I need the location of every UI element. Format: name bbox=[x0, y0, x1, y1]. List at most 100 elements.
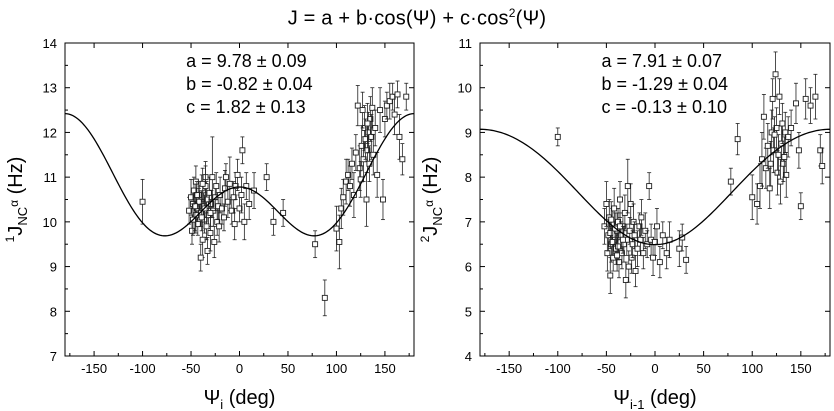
data-point bbox=[802, 78, 809, 120]
data-point bbox=[771, 116, 778, 153]
point-marker bbox=[349, 160, 355, 167]
data-point bbox=[377, 87, 384, 133]
point-marker bbox=[656, 259, 663, 266]
point-marker bbox=[213, 183, 220, 190]
data-point bbox=[774, 149, 781, 196]
data-point bbox=[336, 214, 343, 270]
data-point bbox=[231, 208, 238, 241]
data-point bbox=[139, 178, 146, 225]
data-point bbox=[386, 82, 393, 120]
data-point bbox=[781, 136, 788, 178]
y-tick-label: 10 bbox=[43, 215, 57, 230]
y-tick-label: 13 bbox=[43, 81, 57, 96]
data-point bbox=[197, 243, 204, 272]
point-marker bbox=[676, 245, 683, 252]
data-point bbox=[656, 246, 663, 279]
point-marker bbox=[396, 133, 403, 140]
point-marker bbox=[219, 205, 226, 212]
fit-annotation: b = -0.82 ± 0.04 bbox=[186, 74, 312, 94]
data-point bbox=[263, 163, 270, 191]
point-marker bbox=[812, 93, 819, 100]
data-point bbox=[683, 246, 690, 274]
fit-annotation: a = 9.78 ± 0.09 bbox=[186, 51, 306, 71]
y-tick-label: 6 bbox=[465, 260, 472, 275]
y-tick-label: 8 bbox=[50, 304, 57, 319]
data-point bbox=[374, 152, 381, 198]
y-tick-label: 8 bbox=[465, 170, 472, 185]
data-point bbox=[239, 136, 246, 165]
y-tick-label: 7 bbox=[50, 349, 57, 364]
data-point bbox=[795, 132, 802, 169]
point-marker bbox=[781, 154, 788, 160]
point-marker bbox=[197, 254, 204, 261]
x-tick-label: -50 bbox=[182, 361, 201, 376]
point-marker bbox=[634, 245, 641, 252]
data-point bbox=[797, 192, 804, 221]
point-marker bbox=[209, 174, 216, 181]
y-tick-label: 5 bbox=[465, 304, 472, 319]
data-point bbox=[807, 87, 814, 124]
data-point bbox=[760, 94, 767, 140]
data-point bbox=[380, 178, 386, 221]
point-marker bbox=[614, 252, 621, 259]
data-point bbox=[776, 78, 783, 115]
y-label-unit: (Hz) bbox=[5, 157, 27, 200]
y-label-subscript: NC bbox=[15, 207, 30, 226]
x-tick-label: -50 bbox=[597, 361, 616, 376]
point-marker bbox=[263, 174, 270, 181]
data-point bbox=[554, 127, 561, 147]
data-point bbox=[772, 51, 779, 98]
point-marker bbox=[632, 268, 639, 274]
data-point bbox=[631, 221, 638, 250]
point-marker bbox=[280, 209, 287, 216]
x-tick-label: 0 bbox=[236, 361, 243, 376]
point-marker bbox=[345, 171, 352, 178]
data-point bbox=[238, 176, 245, 214]
data-point bbox=[234, 158, 241, 191]
point-marker bbox=[198, 214, 205, 221]
fit-annotation: a = 7.91 ± 0.07 bbox=[602, 51, 722, 71]
point-marker bbox=[797, 203, 804, 210]
data-point bbox=[634, 230, 641, 267]
point-marker bbox=[760, 113, 767, 120]
point-marker bbox=[232, 183, 239, 190]
y-label-subscript: NC bbox=[430, 207, 445, 226]
x-axis-label: Ψi (deg) bbox=[204, 387, 276, 411]
x-axis-label: Ψi-1 (deg) bbox=[613, 387, 696, 411]
point-marker bbox=[663, 250, 670, 257]
point-marker bbox=[222, 174, 229, 181]
point-marker bbox=[238, 192, 245, 198]
point-marker bbox=[139, 198, 146, 205]
point-marker bbox=[312, 241, 319, 248]
point-marker bbox=[619, 236, 626, 243]
point-marker bbox=[771, 131, 778, 138]
x-tick-label: -100 bbox=[130, 361, 156, 376]
x-tick-label: 0 bbox=[651, 361, 658, 376]
point-marker bbox=[358, 142, 365, 149]
point-marker bbox=[775, 151, 782, 158]
data-point bbox=[270, 208, 277, 236]
x-label-main: Ψ bbox=[204, 387, 221, 409]
data-point bbox=[394, 80, 401, 109]
figure-title-suffix: (Ψ) bbox=[515, 7, 547, 30]
fit-annotation: c = -0.13 ± 0.10 bbox=[602, 97, 727, 117]
data-point bbox=[213, 172, 220, 200]
y-axis-label: 2JNCα (Hz) bbox=[418, 157, 445, 243]
right-panel: -150 -100 -50 0 50 100 150 4 5 6 7 8 9 10 11 a = 7.91 ±… bbox=[418, 36, 831, 411]
figure-title-prefix: J = a + b·cos(Ψ) + c·cos bbox=[287, 7, 509, 30]
data-point bbox=[399, 143, 406, 176]
data-point bbox=[679, 223, 686, 252]
point-marker bbox=[727, 178, 734, 185]
data-point bbox=[646, 172, 653, 200]
x-tick-label: 100 bbox=[326, 361, 348, 376]
point-marker bbox=[241, 218, 248, 225]
y-label-alpha: α bbox=[422, 200, 436, 207]
point-marker bbox=[607, 230, 614, 236]
data-point bbox=[216, 210, 223, 243]
point-marker bbox=[780, 160, 787, 167]
point-marker bbox=[603, 201, 610, 207]
point-marker bbox=[224, 198, 231, 205]
data-point bbox=[632, 254, 639, 288]
fit-curve bbox=[479, 128, 831, 246]
point-marker bbox=[629, 241, 636, 248]
